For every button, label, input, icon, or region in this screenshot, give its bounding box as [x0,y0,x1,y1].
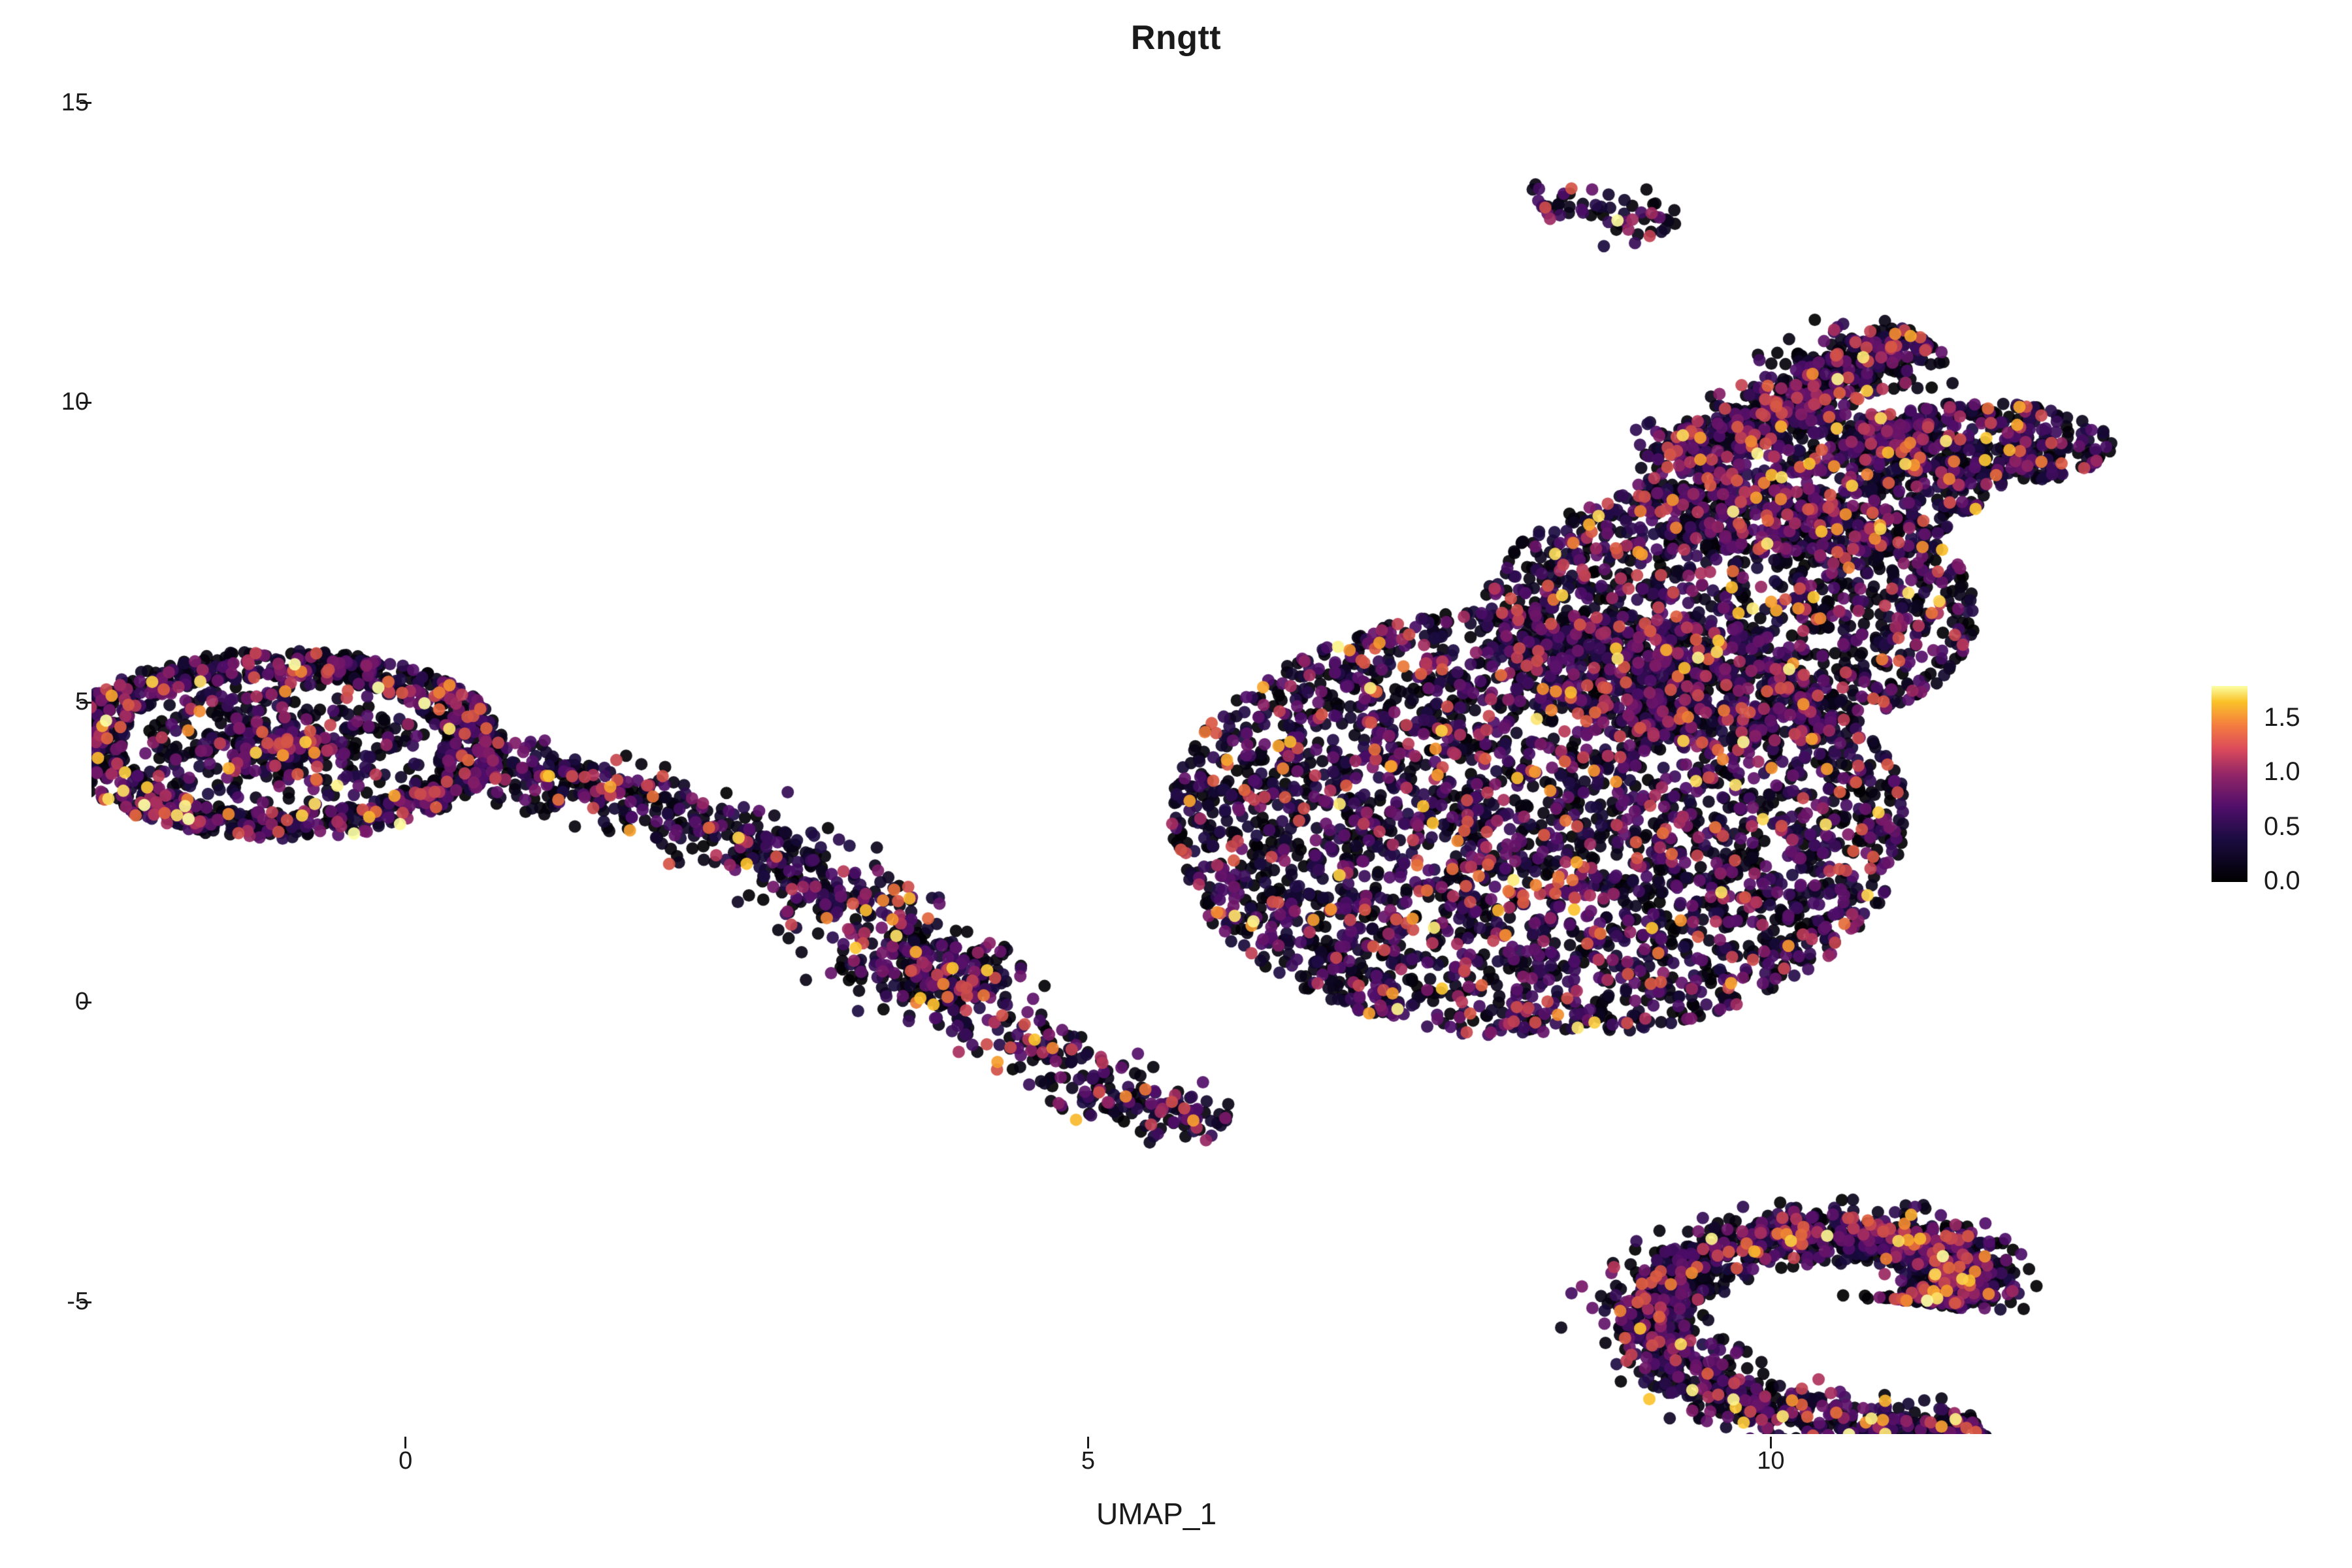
scatter-canvas [91,85,2221,1434]
y-axis-tick-label: 5 [30,688,89,716]
colorbar-tick-mark [2247,772,2257,774]
y-axis-tick-label: 10 [30,388,89,416]
colorbar-tick-mark [2247,881,2257,883]
plot-root: Rngtt UMAP_1 UMAP_2 1.51.00.50.0 151050-… [0,0,2352,1568]
y-axis-line [0,0,3,1351]
colorbar-tick-mark [2247,826,2257,828]
x-axis-tick-label: 0 [380,1447,432,1475]
x-axis-tick-label: 10 [1744,1447,1797,1475]
colorbar-legend: 1.5 1.0 0.5 0.0 [2212,653,2352,947]
x-axis-tick-label: 5 [1062,1447,1115,1475]
x-axis-title: UMAP_1 [91,1496,2221,1531]
colorbar-tick-label: 0.0 [2264,866,2300,896]
y-axis-tick-label: 0 [30,988,89,1016]
scatter-plot-area [91,85,2221,1434]
y-axis-tick-label: -5 [30,1288,89,1316]
y-axis-tick-label: 15 [30,89,89,117]
colorbar-tick-label: 0.5 [2264,812,2300,841]
colorbar-tick-label: 1.0 [2264,757,2300,787]
colorbar-tick-label: 1.5 [2264,703,2300,732]
colorbar-tick-mark [2247,718,2257,720]
chart-title: Rngtt [0,18,2352,57]
colorbar-gradient [2212,686,2247,882]
